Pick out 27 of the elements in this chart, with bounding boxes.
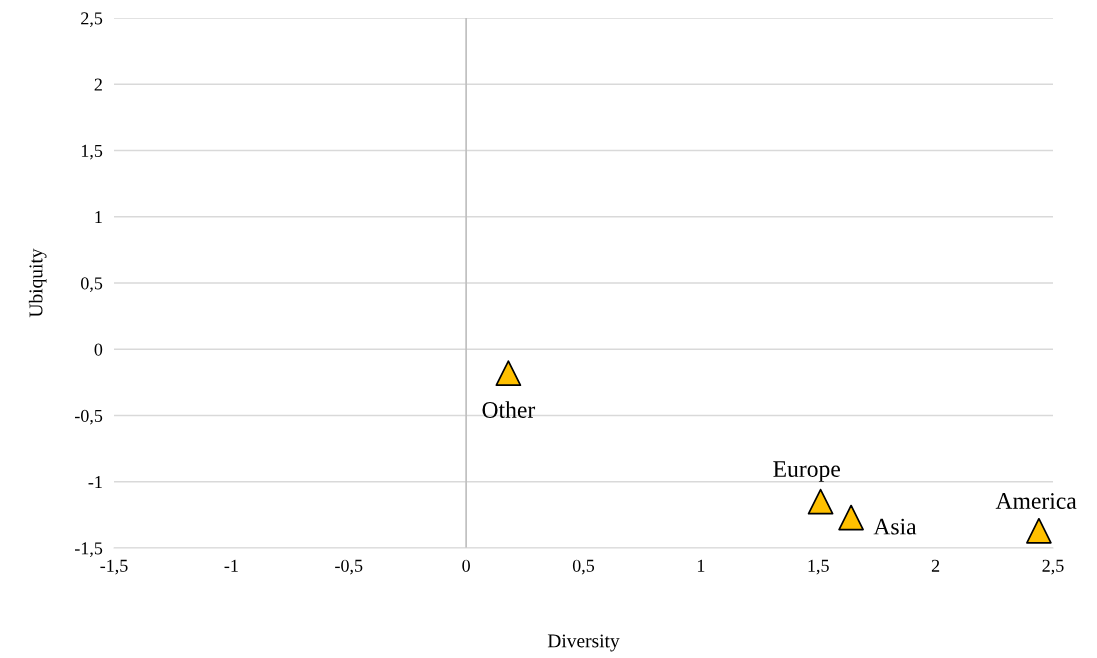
x-tick-label: 0,5 bbox=[572, 559, 595, 575]
x-tick-label: 2,5 bbox=[1042, 559, 1064, 575]
y-tick-label: 2,5 bbox=[81, 12, 103, 28]
y-axis-title: Ubiquity bbox=[28, 248, 47, 318]
y-tick-label: 0,5 bbox=[81, 277, 103, 293]
x-tick-label: -0,5 bbox=[335, 559, 363, 575]
annotation: Asia bbox=[873, 518, 917, 535]
y-tick-label: 2 bbox=[94, 78, 102, 91]
x-tick-label: 0 bbox=[462, 559, 470, 572]
point bbox=[838, 504, 864, 531]
y-tick-label: -1,5 bbox=[74, 542, 103, 558]
y-tick-label: 1,5 bbox=[81, 144, 103, 160]
y-tick-label: -1 bbox=[88, 476, 102, 489]
x-tick-label: 2 bbox=[931, 559, 940, 572]
annotation: Other bbox=[482, 401, 536, 418]
annotation: Europe bbox=[773, 461, 840, 482]
y-tick-label: 1 bbox=[95, 211, 102, 224]
x-tick-label: 1 bbox=[697, 559, 705, 572]
x-tick-label: 1,5 bbox=[808, 559, 829, 575]
point bbox=[495, 360, 522, 386]
x-axis-title: Diversity bbox=[547, 634, 620, 652]
point bbox=[807, 488, 834, 515]
annotation: America bbox=[995, 493, 1077, 509]
y-tick-label: 0 bbox=[94, 343, 103, 356]
point bbox=[1026, 517, 1052, 544]
y-tick-label: -0,5 bbox=[74, 409, 103, 425]
x-tick-label: -1 bbox=[224, 559, 238, 572]
